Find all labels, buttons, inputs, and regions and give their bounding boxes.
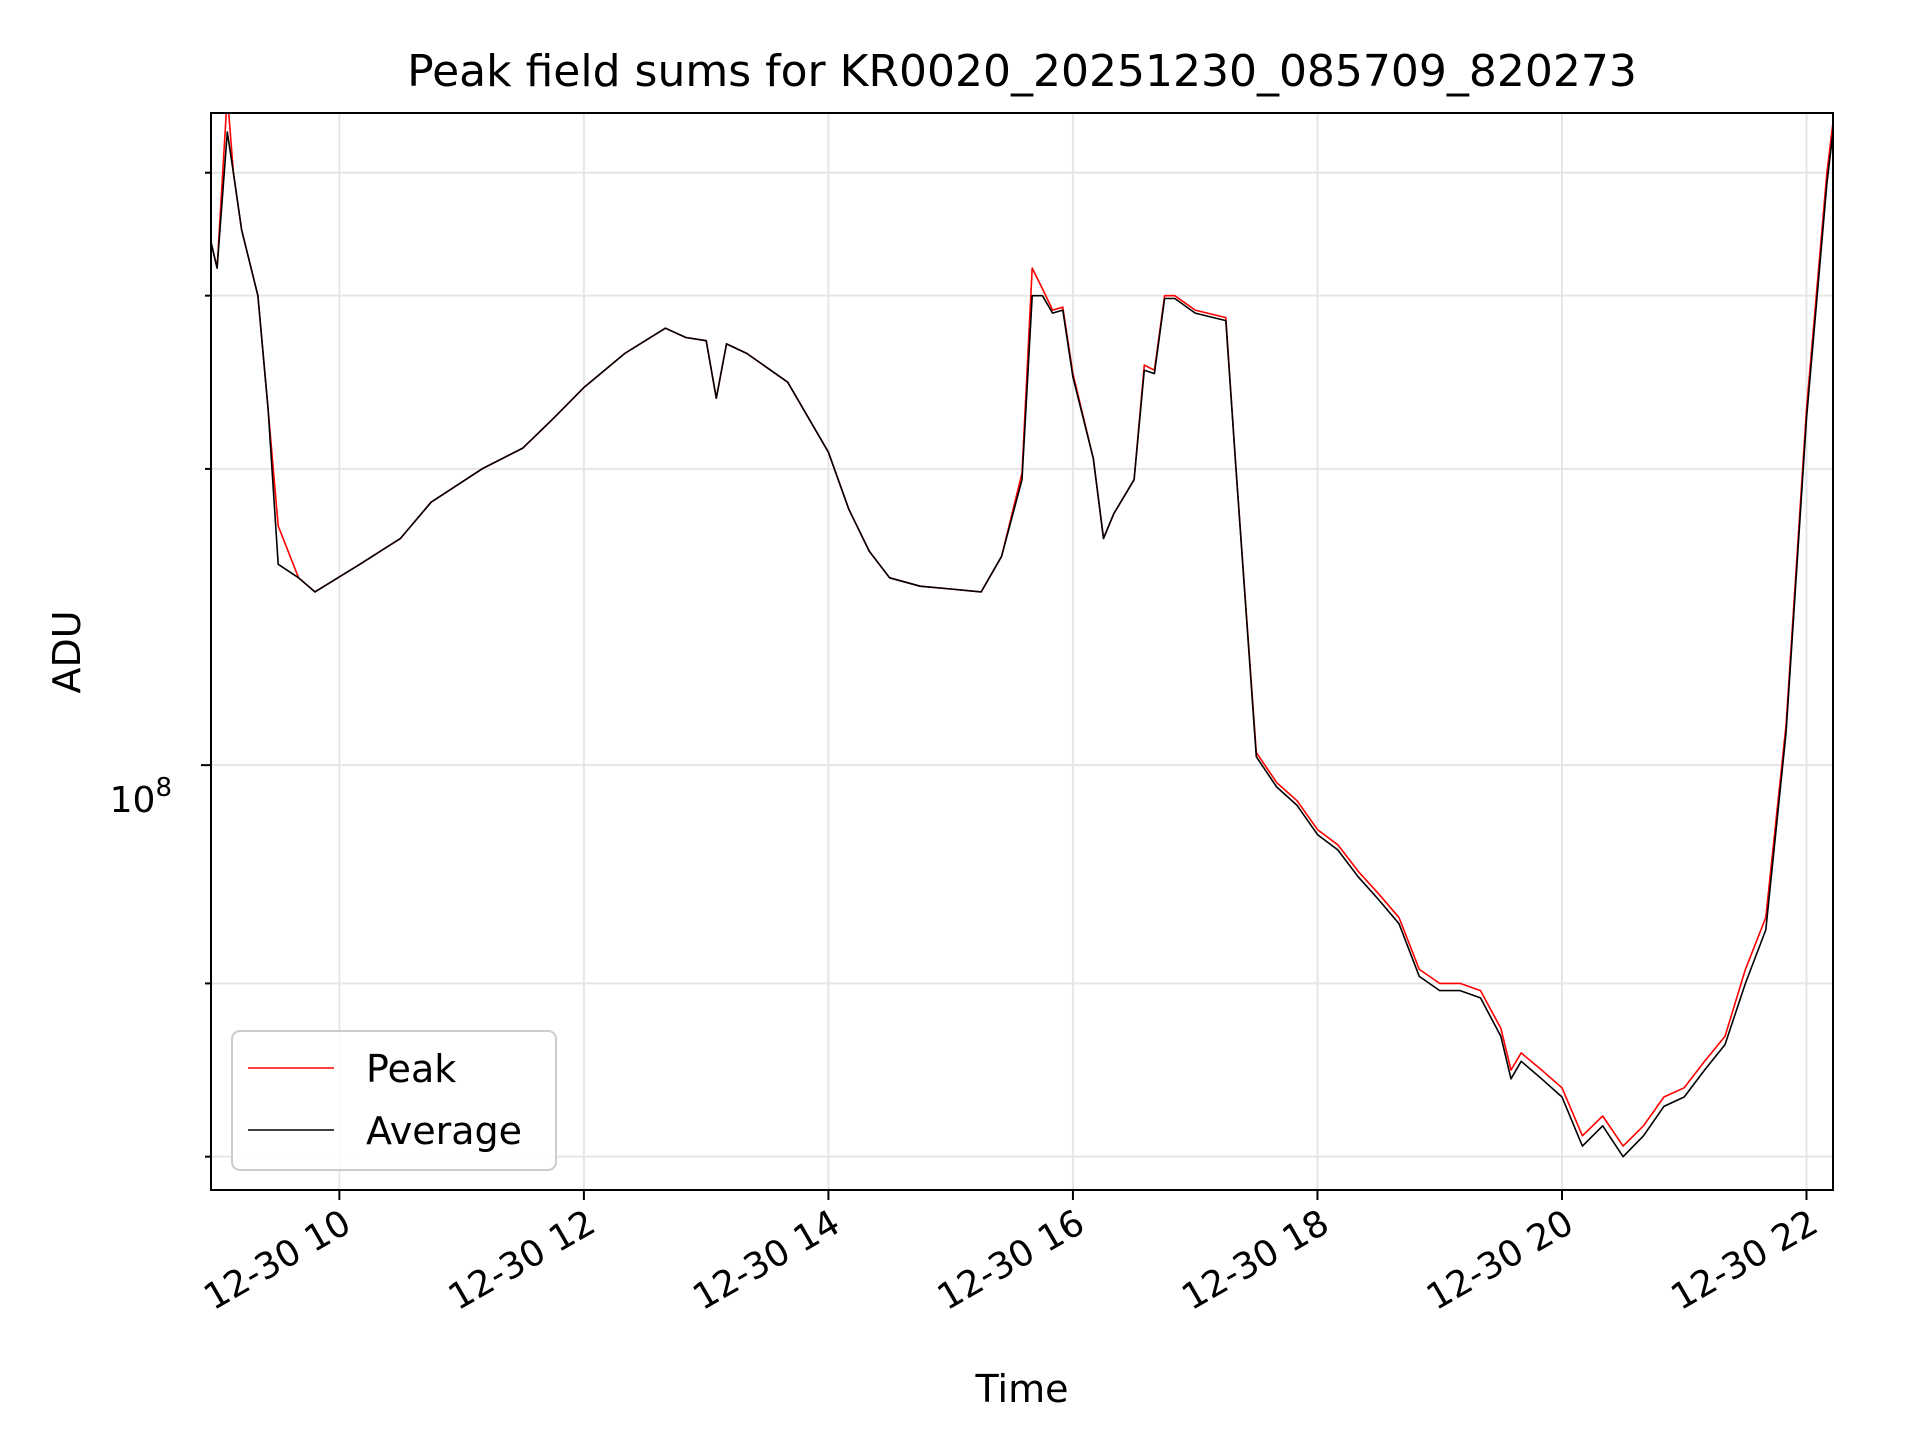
axes-frame [210,112,1834,1191]
x-axis-label: Time [975,1367,1069,1411]
legend-label-average: Average [366,1109,522,1153]
series-line-average [211,131,1833,1158]
y-axis-label: ADU [45,610,89,693]
legend: Peak Average [231,1030,557,1171]
y-tick-label: 108 [110,773,172,821]
plot-area [211,113,1833,1158]
legend-box [231,1030,557,1171]
y-axis-ticks: 108 [110,171,211,1158]
chart-title: Peak field sums for KR0020_20251230_0857… [407,46,1637,97]
legend-label-peak: Peak [366,1047,456,1091]
